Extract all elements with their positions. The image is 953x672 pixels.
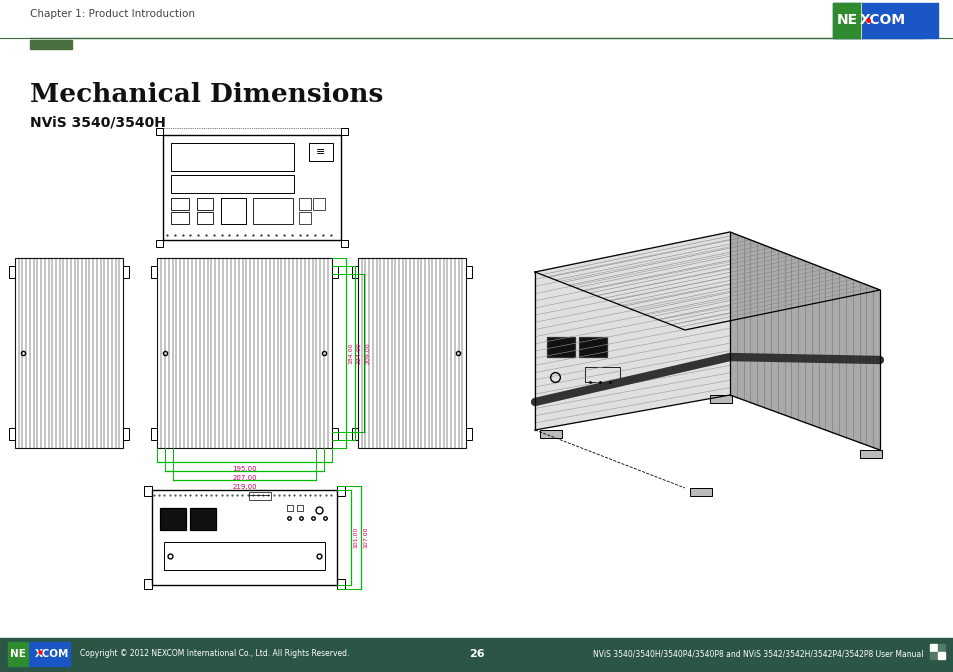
Polygon shape xyxy=(535,232,879,330)
Bar xyxy=(160,508,186,530)
Bar xyxy=(9,428,15,440)
Text: Chapter 1: Product Introduction: Chapter 1: Product Introduction xyxy=(30,9,194,19)
Bar xyxy=(144,579,152,589)
Bar xyxy=(253,198,293,224)
Bar xyxy=(584,367,619,382)
Bar xyxy=(123,428,129,440)
Bar xyxy=(221,198,246,224)
Bar xyxy=(832,3,937,38)
Bar xyxy=(151,428,157,440)
Bar xyxy=(929,652,936,659)
Text: NE: NE xyxy=(836,13,857,28)
Bar xyxy=(340,128,348,135)
Text: 26: 26 xyxy=(469,649,484,659)
Bar xyxy=(336,486,345,496)
Bar xyxy=(296,505,303,511)
Bar xyxy=(709,395,731,403)
Bar xyxy=(0,638,953,672)
Text: ≡: ≡ xyxy=(316,147,325,157)
Bar xyxy=(336,579,345,589)
Bar xyxy=(221,198,246,224)
Bar xyxy=(937,644,944,651)
Bar xyxy=(163,135,340,240)
Text: NViS 3540/3540H: NViS 3540/3540H xyxy=(30,116,166,130)
Bar xyxy=(689,488,711,496)
Bar xyxy=(151,266,157,278)
Text: 207.00: 207.00 xyxy=(232,475,256,481)
Bar xyxy=(287,505,293,511)
Text: Mechanical Dimensions: Mechanical Dimensions xyxy=(30,82,383,107)
Text: XCOM: XCOM xyxy=(34,649,70,659)
Text: XCOM: XCOM xyxy=(859,13,905,28)
Bar xyxy=(332,266,337,278)
Text: Copyright © 2012 NEXCOM International Co., Ltd. All Rights Reserved.: Copyright © 2012 NEXCOM International Co… xyxy=(80,650,349,659)
Bar xyxy=(196,198,213,210)
Bar xyxy=(8,642,28,666)
Text: 209.00: 209.00 xyxy=(366,342,371,364)
Bar xyxy=(15,258,123,448)
Bar xyxy=(578,337,606,357)
Bar xyxy=(8,642,70,666)
Bar xyxy=(171,143,294,171)
Bar xyxy=(171,198,189,210)
Text: 184.00: 184.00 xyxy=(348,342,353,364)
Bar xyxy=(929,644,936,651)
Bar xyxy=(30,40,71,49)
Bar xyxy=(352,266,357,278)
Bar xyxy=(249,492,271,500)
Bar xyxy=(332,428,337,440)
Bar xyxy=(546,337,575,357)
Bar xyxy=(340,240,348,247)
Polygon shape xyxy=(535,232,729,430)
Bar xyxy=(157,258,332,448)
Bar xyxy=(352,428,357,440)
Text: 224.00: 224.00 xyxy=(356,342,361,364)
Bar xyxy=(9,266,15,278)
Bar xyxy=(123,266,129,278)
Bar xyxy=(171,175,294,193)
Bar xyxy=(156,240,163,247)
Bar xyxy=(164,542,325,570)
Text: 101.00: 101.00 xyxy=(353,527,357,548)
Text: 107.00: 107.00 xyxy=(363,527,368,548)
Bar xyxy=(152,490,336,585)
Bar xyxy=(156,128,163,135)
Bar xyxy=(465,428,472,440)
Text: NE: NE xyxy=(10,649,26,659)
Bar xyxy=(313,198,325,210)
Bar xyxy=(465,266,472,278)
Bar xyxy=(859,450,882,458)
Text: 219.00: 219.00 xyxy=(232,484,256,490)
Bar xyxy=(357,258,465,448)
Bar xyxy=(144,486,152,496)
Bar xyxy=(190,508,215,530)
Bar xyxy=(298,212,311,224)
Text: NViS 3540/3540H/3540P4/3540P8 and NViS 3542/3542H/3542P4/3542P8 User Manual: NViS 3540/3540H/3540P4/3540P8 and NViS 3… xyxy=(593,650,923,659)
Bar xyxy=(937,652,944,659)
Bar xyxy=(171,212,189,224)
Bar xyxy=(309,143,333,161)
Polygon shape xyxy=(729,232,879,450)
Bar xyxy=(196,212,213,224)
Bar xyxy=(298,198,311,210)
Bar xyxy=(832,3,861,38)
Text: 195.00: 195.00 xyxy=(232,466,256,472)
Bar xyxy=(539,430,561,438)
